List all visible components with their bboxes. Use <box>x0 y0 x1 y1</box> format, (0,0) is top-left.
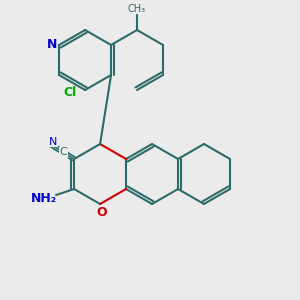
Text: NH₂: NH₂ <box>31 191 57 205</box>
Text: Cl: Cl <box>64 86 77 100</box>
Text: CH₃: CH₃ <box>128 4 146 14</box>
Text: O: O <box>96 206 107 219</box>
Text: N: N <box>49 136 57 147</box>
Text: C: C <box>59 147 67 157</box>
Text: N: N <box>47 38 58 52</box>
